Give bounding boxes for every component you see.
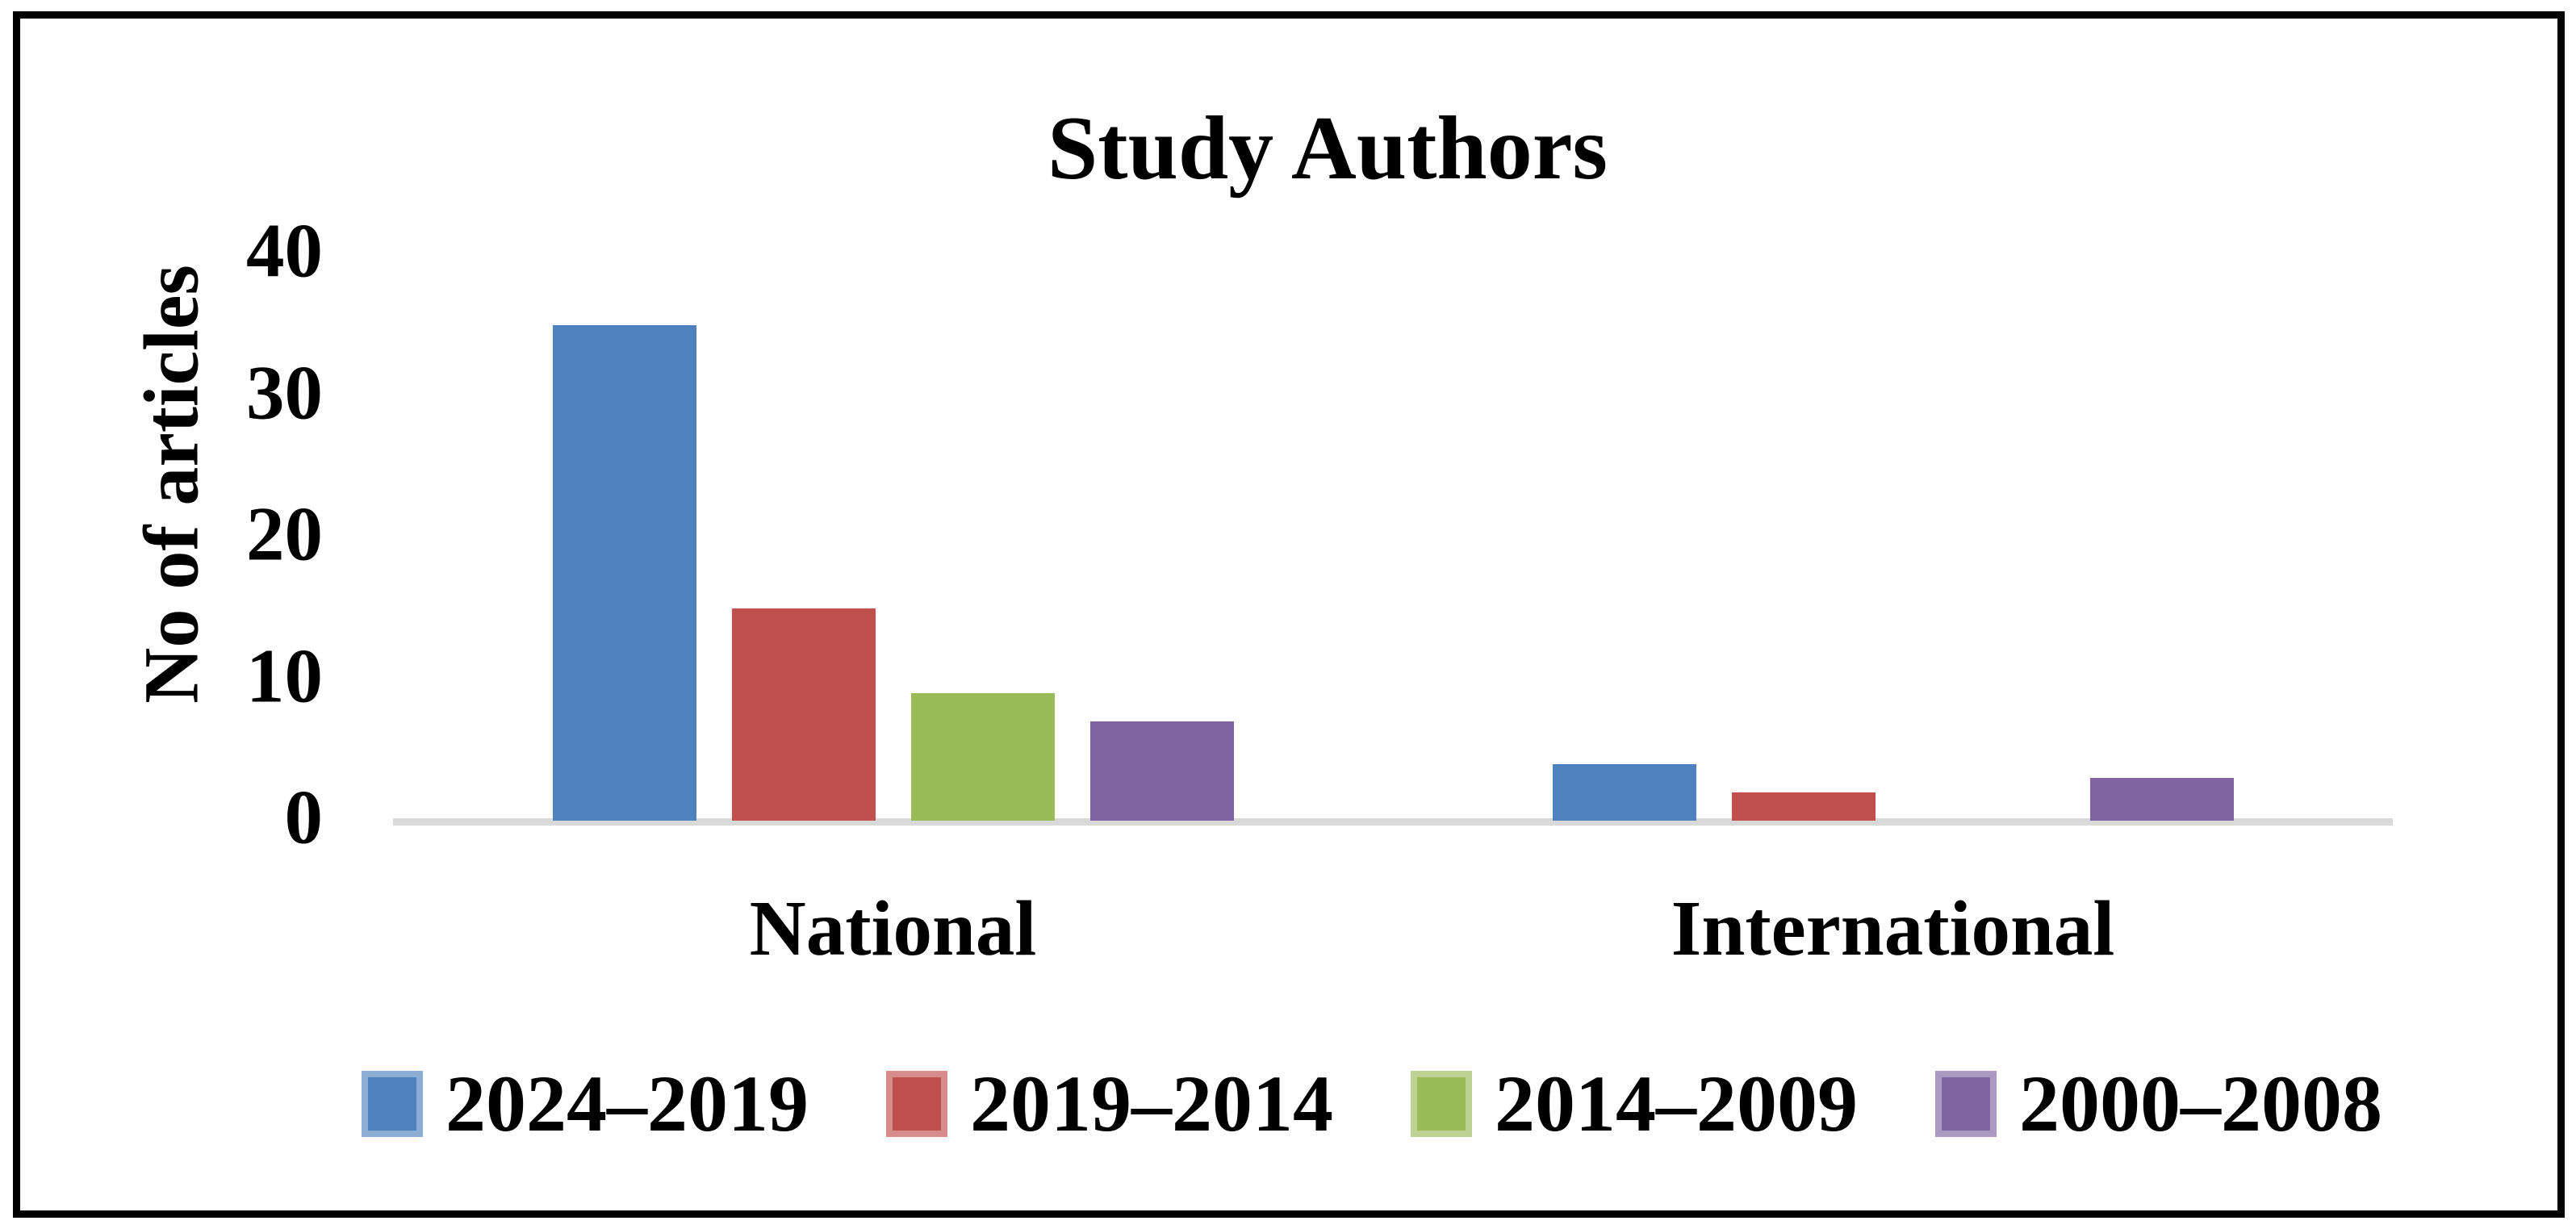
bar-group-national	[393, 254, 1393, 821]
plot-area	[393, 254, 2393, 821]
legend-item-2000-2008: 2000–2008	[1935, 1064, 2382, 1144]
legend-label: 2000–2008	[2019, 1059, 2382, 1148]
legend-swatch-icon	[1411, 1071, 1472, 1137]
y-tick-label-30: 30	[246, 349, 323, 436]
y-tick-label-0: 0	[284, 774, 324, 860]
legend-label: 2019–2014	[970, 1059, 1333, 1148]
chart-legend: 2024–2019 2019–2014 2014–2009 2000–2008	[84, 1064, 2576, 1144]
bar-national-2024-2019	[552, 324, 696, 821]
legend-swatch-icon	[1935, 1071, 1997, 1137]
y-tick-label-20: 20	[246, 491, 323, 577]
y-tick-label-40: 40	[246, 207, 323, 294]
bar-national-2019-2014	[731, 608, 876, 821]
bar-international-2000-2008	[2089, 778, 2234, 821]
figure-border-frame	[13, 11, 2565, 1218]
x-axis-category-labels: National International	[393, 885, 2393, 983]
category-label-national: National	[749, 885, 1037, 972]
category-label-international: International	[1671, 885, 2115, 972]
bar-group-international	[1393, 254, 2393, 821]
legend-item-2024-2019: 2024–2019	[362, 1064, 809, 1144]
y-tick-label-10: 10	[246, 633, 323, 719]
bar-international-2019-2014	[1731, 792, 1876, 821]
legend-swatch-icon	[362, 1071, 423, 1137]
legend-swatch-icon	[886, 1071, 947, 1137]
chart-title: Study Authors	[1047, 98, 1608, 199]
legend-label: 2024–2019	[445, 1059, 809, 1148]
legend-item-2019-2014: 2019–2014	[886, 1064, 1333, 1144]
bar-national-2000-2008	[1089, 721, 1234, 821]
x-axis-baseline	[393, 818, 2393, 826]
legend-label: 2014–2009	[1495, 1059, 1858, 1148]
legend-item-2014-2009: 2014–2009	[1411, 1064, 1858, 1144]
bar-national-2014-2009	[910, 693, 1055, 821]
bar-international-2024-2019	[1552, 763, 1696, 821]
